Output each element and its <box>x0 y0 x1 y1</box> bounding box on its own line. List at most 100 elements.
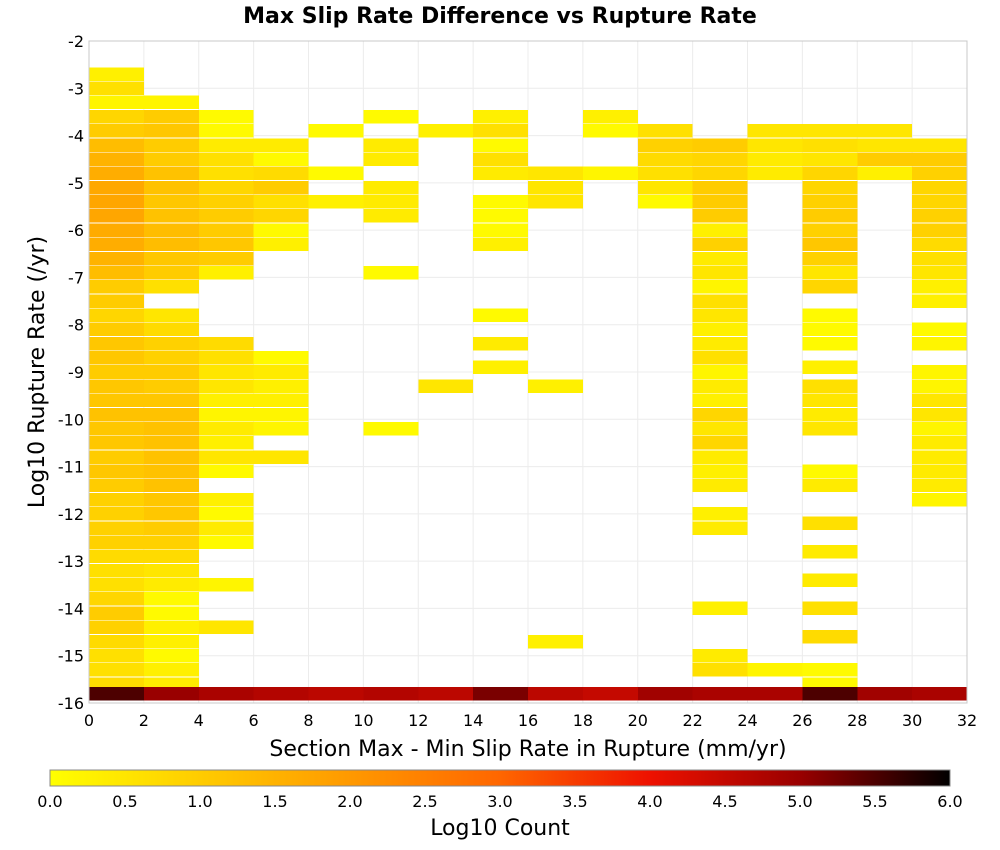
heatmap-cell <box>143 464 199 479</box>
heatmap-cell <box>692 166 748 181</box>
heatmap-cell <box>89 294 144 308</box>
heatmap-cells <box>89 67 967 701</box>
heatmap-cell <box>473 686 528 701</box>
x-tick-label: 8 <box>303 711 313 730</box>
heatmap-cell <box>692 648 748 663</box>
y-tick-label: -5 <box>68 174 84 193</box>
heatmap-cell <box>473 109 528 124</box>
colorbar-tick-label: 1.5 <box>262 792 287 811</box>
heatmap-cell <box>253 393 309 408</box>
heatmap-cell <box>253 686 309 701</box>
heatmap-cell <box>912 265 967 280</box>
heatmap-cell <box>198 620 254 635</box>
heatmap-cell <box>692 521 748 535</box>
heatmap-cell <box>143 606 199 620</box>
y-tick-label: -7 <box>68 268 84 287</box>
heatmap-cell <box>198 124 254 138</box>
y-tick-label: -6 <box>68 221 84 240</box>
chart-title: Max Slip Rate Difference vs Rupture Rate <box>243 4 757 29</box>
heatmap-cell <box>528 195 583 209</box>
heatmap-cell <box>912 421 967 436</box>
heatmap-cell <box>143 686 199 701</box>
heatmap-cell <box>912 251 967 266</box>
x-tick-label: 10 <box>353 711 373 730</box>
x-tick-label: 24 <box>737 711 757 730</box>
heatmap-cell <box>89 351 144 365</box>
y-axis-ticks: -2 -3 -4 -5 -6 -7 -8 -9 -10 -11 -12 -13 -14 -15 -16 <box>58 32 84 713</box>
heatmap-cell <box>528 166 583 181</box>
heatmap-cell <box>198 393 254 408</box>
x-tick-label: 26 <box>792 711 812 730</box>
heatmap-cell <box>198 436 254 450</box>
heatmap-cell <box>143 223 199 237</box>
heatmap-cell <box>637 124 693 138</box>
heatmap-cell <box>582 109 638 124</box>
heatmap-cell <box>143 138 199 152</box>
heatmap-cell <box>582 166 638 181</box>
heatmap-cell <box>692 209 748 223</box>
heatmap-cell <box>198 407 254 422</box>
heatmap-cell <box>912 336 967 351</box>
x-axis-ticks: 0 2 4 6 8 10 12 14 16 18 20 22 24 26 28 30 32 <box>84 711 977 730</box>
heatmap-cell <box>143 478 199 493</box>
heatmap-cell <box>912 138 967 152</box>
colorbar-tick-label: 0.5 <box>112 792 137 811</box>
heatmap-cell <box>143 180 199 195</box>
heatmap-cell <box>143 322 199 337</box>
colorbar-tick-label: 1.0 <box>187 792 212 811</box>
heatmap-cell <box>89 450 144 464</box>
heatmap-cell <box>143 95 199 110</box>
x-tick-label: 6 <box>249 711 259 730</box>
heatmap-cell <box>89 436 144 450</box>
heatmap-cell <box>143 648 199 663</box>
heatmap-cell <box>89 578 144 592</box>
heatmap-cell <box>89 152 144 166</box>
heatmap-cell <box>692 294 748 308</box>
x-axis-label: Section Max - Min Slip Rate in Rupture (… <box>269 737 786 762</box>
heatmap-cell <box>473 209 528 223</box>
heatmap-cell <box>912 365 967 379</box>
heatmap-cell <box>89 95 144 110</box>
heatmap-cell <box>528 180 583 195</box>
heatmap-cell <box>473 308 528 323</box>
heatmap-cell <box>89 478 144 493</box>
heatmap-cell <box>143 265 199 280</box>
heatmap-cell <box>143 407 199 422</box>
heatmap-cell <box>692 223 748 237</box>
heatmap-cell <box>802 421 858 436</box>
y-tick-label: -14 <box>58 599 84 618</box>
heatmap-cell <box>857 686 913 701</box>
heatmap-cell <box>802 152 858 166</box>
heatmap-cell <box>89 535 144 549</box>
heatmap-cell <box>692 351 748 365</box>
heatmap-cell <box>473 336 528 351</box>
heatmap-cell <box>198 351 254 365</box>
heatmap-cell <box>692 407 748 422</box>
heatmap-cell <box>89 563 144 578</box>
heatmap-cell <box>89 336 144 351</box>
x-tick-label: 16 <box>518 711 538 730</box>
heatmap-cell <box>198 109 254 124</box>
heatmap-cell <box>912 322 967 337</box>
heatmap-cell <box>89 648 144 663</box>
heatmap-cell <box>692 365 748 379</box>
colorbar-tick-label: 5.0 <box>787 792 812 811</box>
heatmap-cell <box>802 180 858 195</box>
heatmap-cell <box>802 630 858 644</box>
heatmap-cell <box>637 166 693 181</box>
heatmap-cell <box>198 535 254 549</box>
heatmap-cell <box>143 308 199 323</box>
heatmap-cell <box>89 634 144 649</box>
heatmap-cell <box>473 360 528 375</box>
heatmap-cell <box>143 592 199 606</box>
heatmap-cell <box>747 138 803 152</box>
heatmap-cell <box>692 421 748 436</box>
colorbar-ticks: 0.0 0.5 1.0 1.5 2.0 2.5 3.0 3.5 4.0 4.5 5.0 5.5 6.0 <box>37 792 962 811</box>
heatmap-cell <box>143 578 199 592</box>
heatmap-cell <box>198 237 254 252</box>
heatmap-cell <box>692 138 748 152</box>
heatmap-cell <box>253 421 309 436</box>
heatmap-cell <box>89 521 144 535</box>
heatmap-cell <box>692 322 748 337</box>
heatmap-cell <box>89 549 144 564</box>
